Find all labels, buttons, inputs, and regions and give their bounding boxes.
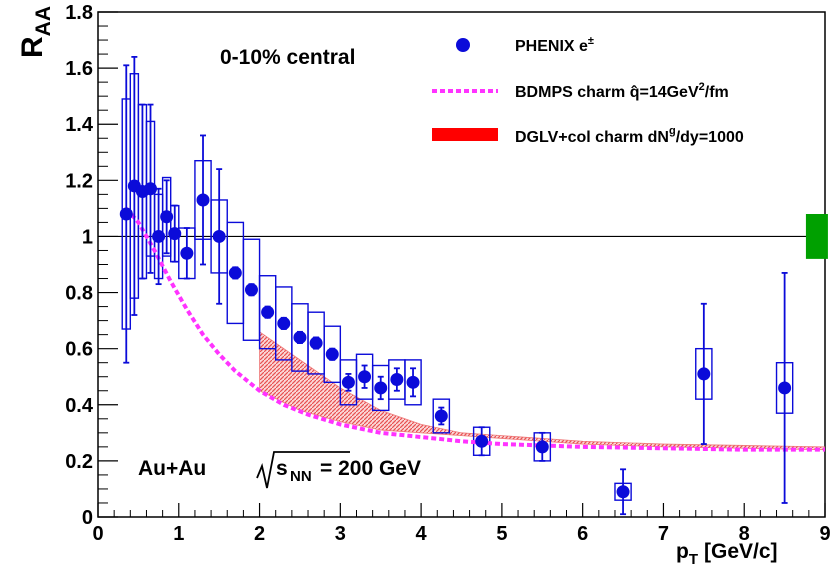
data-point-0 xyxy=(119,207,133,221)
data-point-18 xyxy=(358,370,372,384)
data-point-6 xyxy=(168,227,182,241)
data-point-19 xyxy=(374,381,388,395)
data-point-16 xyxy=(325,347,339,361)
data-point-20 xyxy=(390,373,404,387)
data-point-26 xyxy=(697,367,711,381)
dglv-band xyxy=(259,331,825,451)
x-tick-label-6: 6 xyxy=(577,523,588,545)
data-points xyxy=(119,55,792,516)
sys-box-16 xyxy=(323,325,342,384)
system-label-group: Au+Au s NN = 200 GeV xyxy=(138,451,421,489)
legend: PHENIX e± BDMPS charm q̂=14GeV2/fm DGLV+… xyxy=(432,35,744,146)
svg-text:RAA: RAA xyxy=(16,6,55,58)
data-point-21 xyxy=(406,375,420,389)
x-tick-label-1: 1 xyxy=(173,523,184,545)
data-point-5 xyxy=(160,210,174,224)
x-tick-label-8: 8 xyxy=(739,523,750,545)
data-point-14 xyxy=(293,330,307,344)
x-axis-label: p xyxy=(676,540,689,563)
y-tick-label-6: 1.2 xyxy=(65,170,93,192)
data-point-9 xyxy=(212,229,226,243)
data-point-4 xyxy=(152,229,166,243)
norm-uncertainty-box xyxy=(805,214,828,259)
tick-labels: 0 1 2 3 4 5 6 7 8 9 0 0.2 0.4 0.6 0.8 1 1.2 1.4 1.6 1.8 xyxy=(65,2,830,545)
x-tick-label-3: 3 xyxy=(335,523,346,545)
y-tick-label-9: 1.8 xyxy=(65,2,93,24)
sys-box-22 xyxy=(432,398,451,434)
data-point-11 xyxy=(244,283,258,297)
y-tick-label-5: 1 xyxy=(82,226,93,248)
x-axis-title: pT [GeV/c] xyxy=(676,540,778,568)
y-axis-sub: AA xyxy=(32,6,55,36)
data-point-12 xyxy=(261,305,275,319)
y-axis-title: RAA xyxy=(16,6,55,58)
data-point-27 xyxy=(778,381,792,395)
data-point-25 xyxy=(616,485,630,499)
bdmps-line xyxy=(124,207,825,452)
y-tick-label-1: 0.2 xyxy=(65,451,93,473)
dglv-band-area xyxy=(259,331,825,451)
data-point-8 xyxy=(196,193,210,207)
sys-box-21 xyxy=(404,359,422,406)
x-axis-sub: T xyxy=(689,551,698,568)
sqrt-symbol xyxy=(256,451,350,489)
data-point-23 xyxy=(475,434,489,448)
centrality-label: 0-10% central xyxy=(220,46,355,69)
system-label: Au+Au xyxy=(138,457,206,480)
axis-ticks xyxy=(97,11,826,518)
legend-label-dglv: DGLV+col charm dNg/dy=1000 xyxy=(515,125,744,146)
legend-marker-phenix xyxy=(456,38,470,52)
bdmps-curve xyxy=(124,207,825,452)
y-tick-label-2: 0.4 xyxy=(65,395,94,417)
legend-label-phenix: PHENIX e± xyxy=(515,35,594,55)
data-point-17 xyxy=(341,375,355,389)
x-axis-units: [GeV/c] xyxy=(704,540,778,563)
x-tick-label-4: 4 xyxy=(416,523,428,545)
data-point-3 xyxy=(144,182,158,196)
x-tick-label-5: 5 xyxy=(496,523,507,545)
data-point-10 xyxy=(228,266,242,280)
y-axis-label: R xyxy=(16,36,49,58)
y-tick-label-8: 1.6 xyxy=(65,58,93,80)
y-tick-label-0: 0 xyxy=(82,507,93,529)
data-point-15 xyxy=(309,336,323,350)
x-tick-label-9: 9 xyxy=(819,523,830,545)
sqrt-s-label: s xyxy=(276,457,288,480)
data-point-22 xyxy=(434,409,448,423)
data-point-24 xyxy=(535,440,549,454)
sqrt-s-sub: NN xyxy=(290,468,312,485)
x-tick-label-0: 0 xyxy=(92,523,103,545)
y-tick-label-4: 0.8 xyxy=(65,283,93,305)
energy-label: = 200 GeV xyxy=(320,457,421,480)
y-tick-label-3: 0.6 xyxy=(65,339,93,361)
data-point-13 xyxy=(277,316,291,330)
normalization-box xyxy=(805,214,828,259)
x-tick-label-2: 2 xyxy=(254,523,265,545)
legend-label-bdmps: BDMPS charm q̂=14GeV2/fm xyxy=(515,81,729,101)
y-tick-label-7: 1.4 xyxy=(65,114,94,136)
data-point-7 xyxy=(180,246,194,260)
legend-marker-dglv xyxy=(432,128,498,141)
x-tick-label-7: 7 xyxy=(658,523,669,545)
